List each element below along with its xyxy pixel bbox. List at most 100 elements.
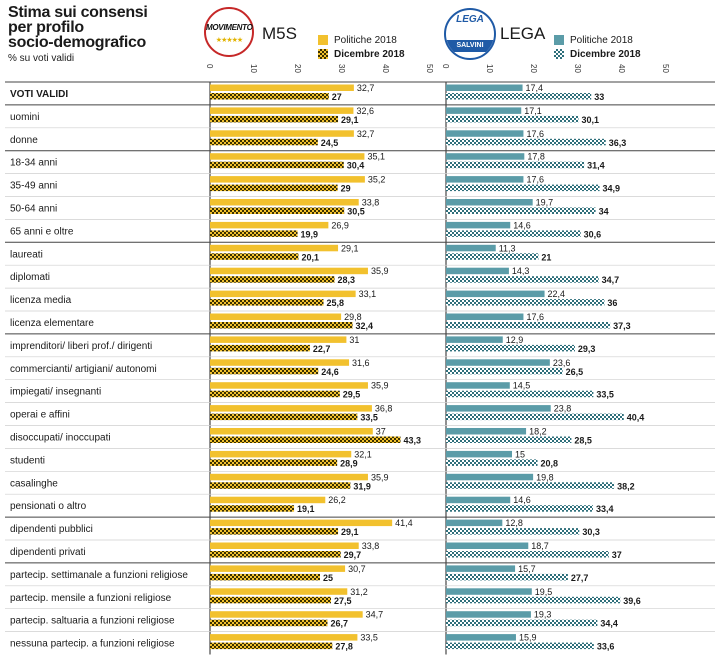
m5s-value-label-dic: 26,7 (330, 619, 348, 629)
chart-row: 50-64 anni 33,830,5 19,7 34 (5, 196, 715, 217)
lega-bar-dicembre-2018 (446, 138, 606, 146)
m5s-value-label-2018: 33,8 (362, 198, 380, 208)
chart-row: 18-34 anni 35,130,4 17,8 31,4 (5, 150, 715, 171)
m5s-value-label-2018: 31 (349, 335, 359, 345)
lega-bar-politiche-2018 (446, 244, 496, 252)
category-label: dipendenti privati (10, 547, 86, 558)
m5s-value-label-2018: 41,4 (395, 518, 413, 528)
m5s-value-label-dic: 24,5 (321, 138, 339, 148)
lega-value-label-dic: 40,4 (627, 413, 645, 423)
chart-row: disoccupati/ inoccupati 37 43,3 18,2 28,5 (5, 425, 715, 446)
m5s-value-label-dic: 20,1 (301, 252, 319, 262)
m5s-value-label-dic: 30,4 (347, 161, 365, 171)
chart-title-line-1: Stima sui consensi (8, 4, 148, 21)
m5s-value-label-2018: 33,5 (360, 633, 378, 643)
m5s-value-label-dic: 29,7 (344, 550, 362, 560)
m5s-bar-dicembre-2018 (210, 642, 333, 650)
lega-bar-politiche-2018 (446, 267, 509, 275)
m5s-value-label-2018: 26,9 (331, 220, 349, 230)
category-label: 50-64 anni (10, 204, 57, 215)
lega-bar-dicembre-2018 (446, 459, 538, 466)
lega-legend-swatch-solid (554, 35, 564, 45)
m5s-value-label-2018: 32,6 (356, 106, 374, 116)
m5s-bar-dicembre-2018 (210, 551, 341, 558)
lega-value-label-dic: 34,4 (600, 619, 618, 629)
lega-bar-dicembre-2018 (446, 573, 568, 581)
lega-value-label-dic: 34 (599, 207, 609, 217)
chart-title-line-3: socio-demografico (8, 34, 147, 51)
m5s-logo: MOVIMENTO ★★★★★ (204, 7, 254, 57)
chart-row: partecip. settimanale a funzioni religio… (5, 562, 715, 583)
m5s-bar-dicembre-2018 (210, 276, 335, 283)
m5s-value-label-2018: 31,2 (350, 587, 368, 597)
m5s-bar-politiche-2018 (210, 565, 346, 572)
lega-value-label-dic: 39,6 (623, 596, 641, 606)
m5s-value-label-2018: 37 (376, 427, 386, 437)
m5s-legend-swatch-checked (318, 49, 328, 59)
lega-value-label-dic: 34,7 (602, 275, 620, 285)
category-label: operai e affini (10, 410, 70, 421)
lega-bar-dicembre-2018 (446, 161, 585, 169)
chart-row: laureati 29,1 20,1 11,3 21 (5, 241, 715, 262)
m5s-bar-politiche-2018 (210, 267, 368, 275)
m5s-bar-politiche-2018 (210, 428, 373, 435)
m5s-bar-politiche-2018 (210, 611, 363, 618)
m5s-legend: Politiche 2018 Dicembre 2018 (318, 33, 405, 61)
lega-value-label-2018: 17,6 (526, 129, 544, 139)
m5s-bar-dicembre-2018 (210, 322, 353, 329)
lega-bar-politiche-2018 (446, 130, 524, 137)
lega-bar-politiche-2018 (446, 542, 529, 549)
category-label: pensionati o altro (10, 501, 87, 512)
lega-bar-dicembre-2018 (446, 482, 615, 489)
lega-bar-dicembre-2018 (446, 299, 605, 306)
category-label: laureati (10, 249, 43, 260)
m5s-bar-dicembre-2018 (210, 299, 324, 306)
lega-bar-politiche-2018 (446, 359, 550, 366)
lega-bar-dicembre-2018 (446, 619, 598, 627)
lega-legend-label-dic: Dicembre 2018 (570, 48, 641, 60)
m5s-value-label-dic: 28,9 (340, 458, 358, 468)
m5s-bar-dicembre-2018 (210, 184, 338, 192)
lega-value-label-dic: 21 (541, 252, 551, 262)
category-label: commercianti/ artigiani/ autonomi (10, 364, 157, 375)
chart-row: uomini 32,629,1 17,1 30,1 (5, 104, 715, 125)
lega-party-name: LEGA (500, 24, 546, 43)
chart-row: dipendenti pubblici 41,4 29,1 12,8 30,3 (5, 516, 715, 537)
lega-bar-politiche-2018 (446, 611, 531, 618)
lega-bar-politiche-2018 (446, 450, 512, 458)
m5s-legend-swatch-solid (318, 35, 328, 45)
lega-value-label-2018: 19,7 (536, 198, 554, 208)
lega-value-label-dic: 33,4 (596, 504, 614, 514)
chart-row: pensionati o altro 26,2 19,1 14,6 33,4 (5, 493, 715, 514)
lega-bar-dicembre-2018 (446, 390, 594, 398)
lega-value-label-dic: 33,6 (597, 642, 615, 652)
m5s-bar-politiche-2018 (210, 313, 342, 320)
m5s-value-label-dic: 24,6 (321, 367, 339, 377)
lega-bar-politiche-2018 (446, 221, 511, 229)
chart-header: Stima sui consensi per profilo socio-dem… (0, 0, 720, 85)
m5s-bar-dicembre-2018 (210, 230, 298, 237)
m5s-value-label-2018: 31,6 (352, 358, 370, 368)
lega-value-label-2018: 23,6 (553, 358, 571, 368)
m5s-value-label-dic: 33,5 (360, 413, 378, 423)
lega-bar-politiche-2018 (446, 565, 516, 572)
lega-value-label-dic: 30,1 (581, 115, 599, 125)
m5s-value-label-dic: 27 (332, 92, 342, 102)
lega-bar-politiche-2018 (446, 519, 503, 527)
m5s-bar-politiche-2018 (210, 153, 365, 160)
category-label: licenza elementare (10, 318, 94, 329)
category-label: partecip. mensile a funzioni religiose (10, 593, 172, 604)
m5s-logo-text: MOVIMENTO (206, 23, 253, 32)
m5s-bar-politiche-2018 (210, 290, 356, 298)
lega-bar-politiche-2018 (446, 199, 533, 206)
lega-bar-dicembre-2018 (446, 642, 594, 650)
m5s-bar-politiche-2018 (210, 130, 354, 137)
m5s-bar-politiche-2018 (210, 382, 368, 389)
lega-bar-politiche-2018 (446, 290, 545, 298)
category-label: dipendenti pubblici (10, 524, 93, 535)
lega-value-label-dic: 28,5 (574, 436, 592, 446)
m5s-value-label-dic: 31,9 (353, 481, 371, 491)
lega-bar-politiche-2018 (446, 473, 534, 481)
chart-row: partecip. mensile a funzioni religiose 31… (5, 585, 715, 606)
m5s-bar-dicembre-2018 (210, 390, 340, 398)
